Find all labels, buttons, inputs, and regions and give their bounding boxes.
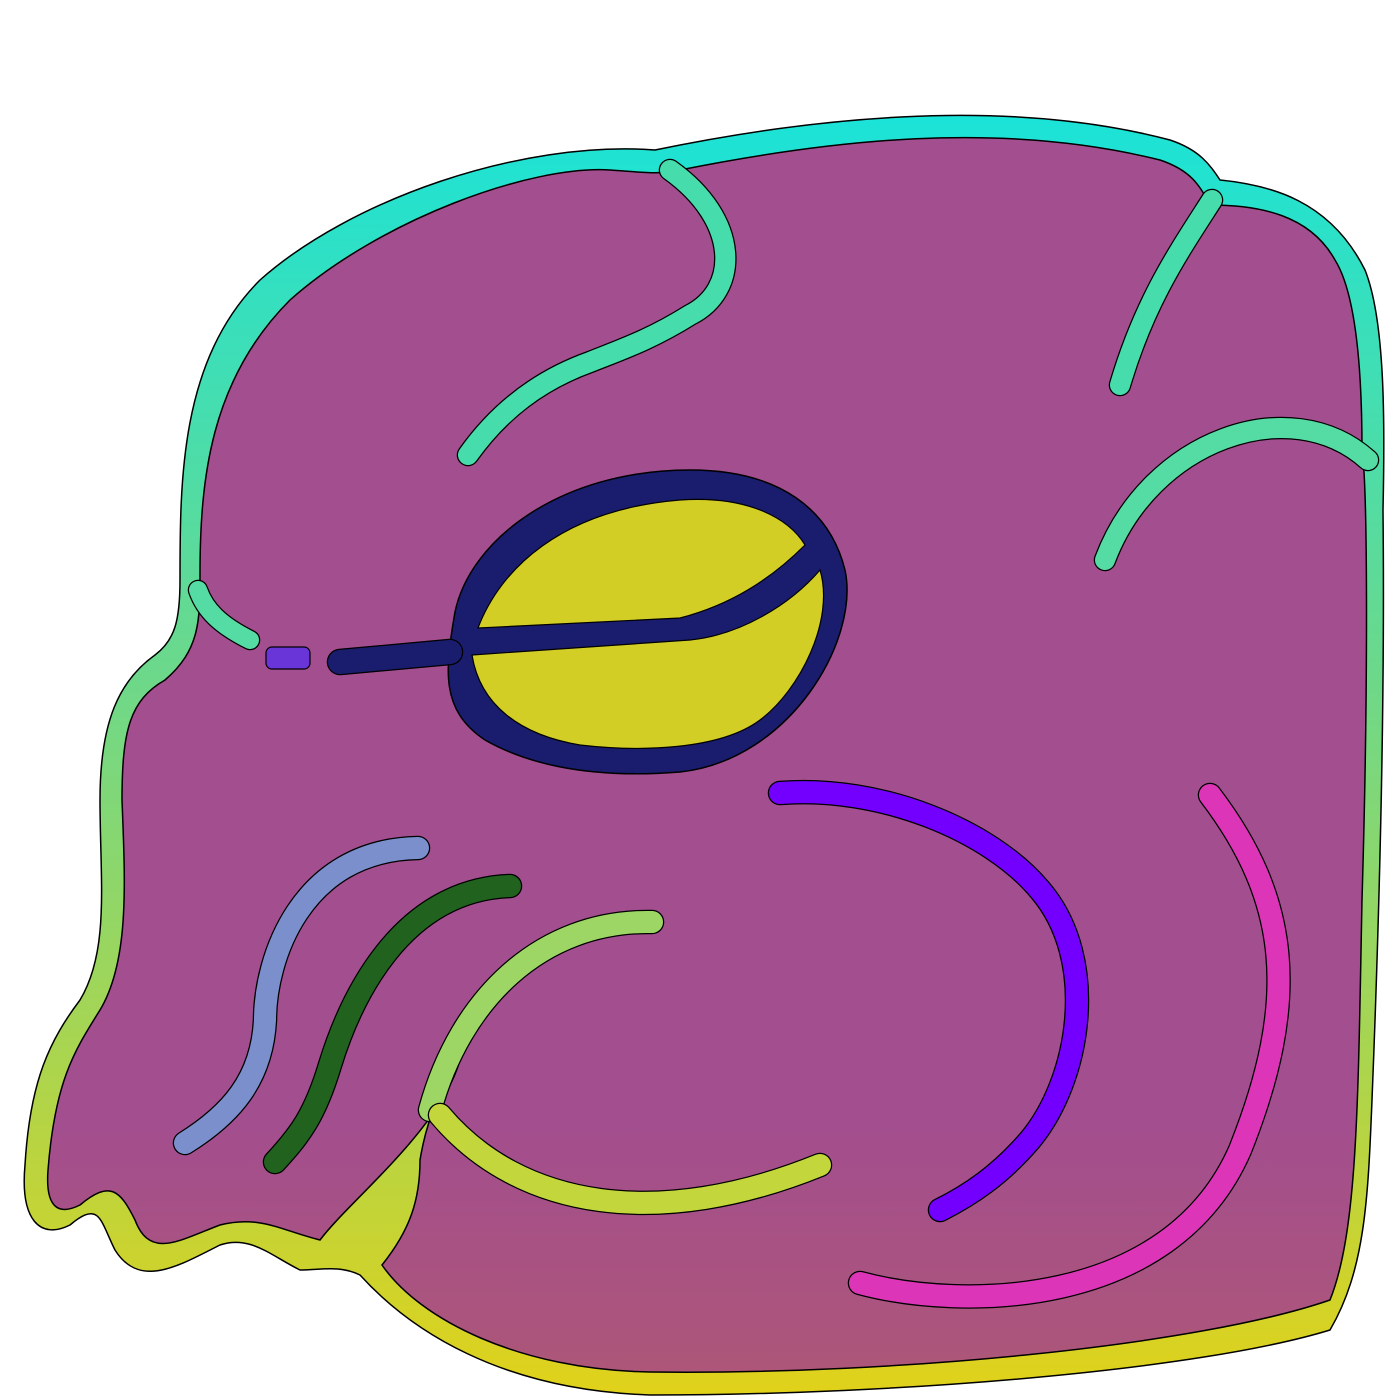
eye-upper-fill: [477, 498, 806, 629]
mouth-arc-stroke: [419, 910, 663, 1121]
chin-arc-stroke: [429, 1104, 831, 1214]
upper-brow-stroke: [458, 160, 736, 465]
green-whisker-stroke: [264, 875, 521, 1173]
purple-cheek-stroke: [769, 781, 1088, 1221]
upper-right-stroke: [1110, 190, 1222, 395]
eye-stem: [328, 640, 462, 674]
periwinkle-whisker-stroke: [174, 837, 429, 1154]
right-ear-stroke: [1095, 418, 1378, 570]
nostril-dash: [265, 646, 311, 670]
pink-jaw-stroke: [849, 784, 1290, 1308]
nose-bridge-stroke: [189, 581, 259, 649]
eye-lower-fill: [471, 568, 825, 749]
